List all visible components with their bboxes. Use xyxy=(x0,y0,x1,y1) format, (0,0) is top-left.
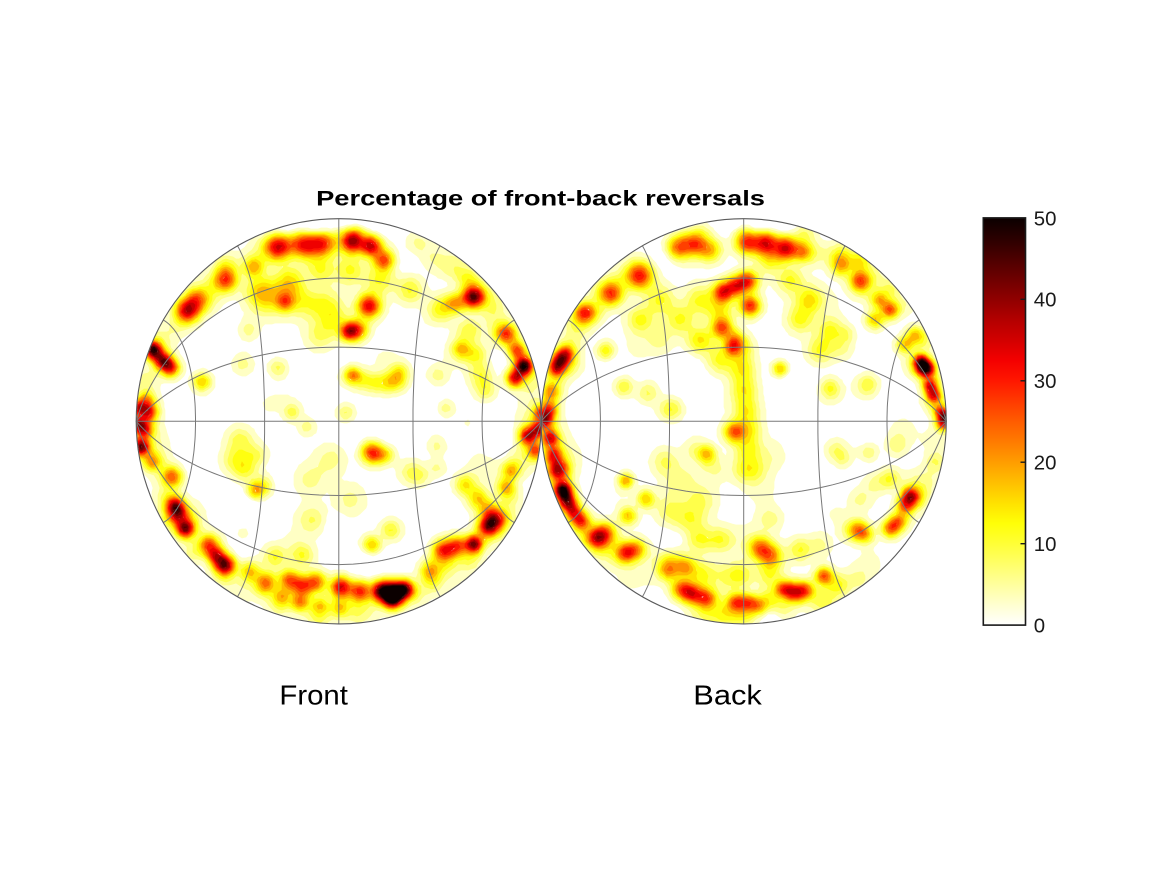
svg-text:Percentage of front-back rever: Percentage of front-back reversals xyxy=(316,187,765,210)
svg-text:20: 20 xyxy=(1034,453,1057,475)
svg-text:10: 10 xyxy=(1034,534,1057,556)
svg-text:30: 30 xyxy=(1034,371,1057,393)
svg-text:0: 0 xyxy=(1034,616,1045,638)
svg-text:Back: Back xyxy=(693,680,763,711)
svg-text:40: 40 xyxy=(1034,290,1057,312)
svg-text:50: 50 xyxy=(1034,208,1057,230)
svg-text:Front: Front xyxy=(279,680,348,711)
